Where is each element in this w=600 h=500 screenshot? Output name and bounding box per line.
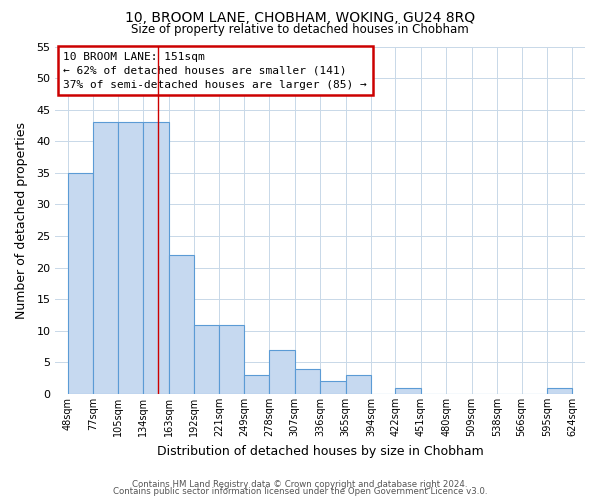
Text: Contains public sector information licensed under the Open Government Licence v3: Contains public sector information licen…: [113, 487, 487, 496]
Bar: [395, 388, 421, 394]
Bar: [295, 368, 320, 394]
Bar: [143, 122, 169, 394]
Bar: [94, 122, 118, 394]
Y-axis label: Number of detached properties: Number of detached properties: [15, 122, 28, 319]
Bar: [118, 122, 143, 394]
Bar: [68, 173, 94, 394]
Text: 10, BROOM LANE, CHOBHAM, WOKING, GU24 8RQ: 10, BROOM LANE, CHOBHAM, WOKING, GU24 8R…: [125, 11, 475, 25]
Bar: [194, 324, 220, 394]
Bar: [547, 388, 572, 394]
Bar: [220, 324, 244, 394]
X-axis label: Distribution of detached houses by size in Chobham: Distribution of detached houses by size …: [157, 444, 484, 458]
Bar: [346, 375, 371, 394]
Bar: [169, 255, 194, 394]
Text: Size of property relative to detached houses in Chobham: Size of property relative to detached ho…: [131, 22, 469, 36]
Text: 10 BROOM LANE: 151sqm
← 62% of detached houses are smaller (141)
37% of semi-det: 10 BROOM LANE: 151sqm ← 62% of detached …: [63, 52, 367, 90]
Bar: [244, 375, 269, 394]
Text: Contains HM Land Registry data © Crown copyright and database right 2024.: Contains HM Land Registry data © Crown c…: [132, 480, 468, 489]
Bar: [269, 350, 295, 394]
Bar: [320, 382, 346, 394]
